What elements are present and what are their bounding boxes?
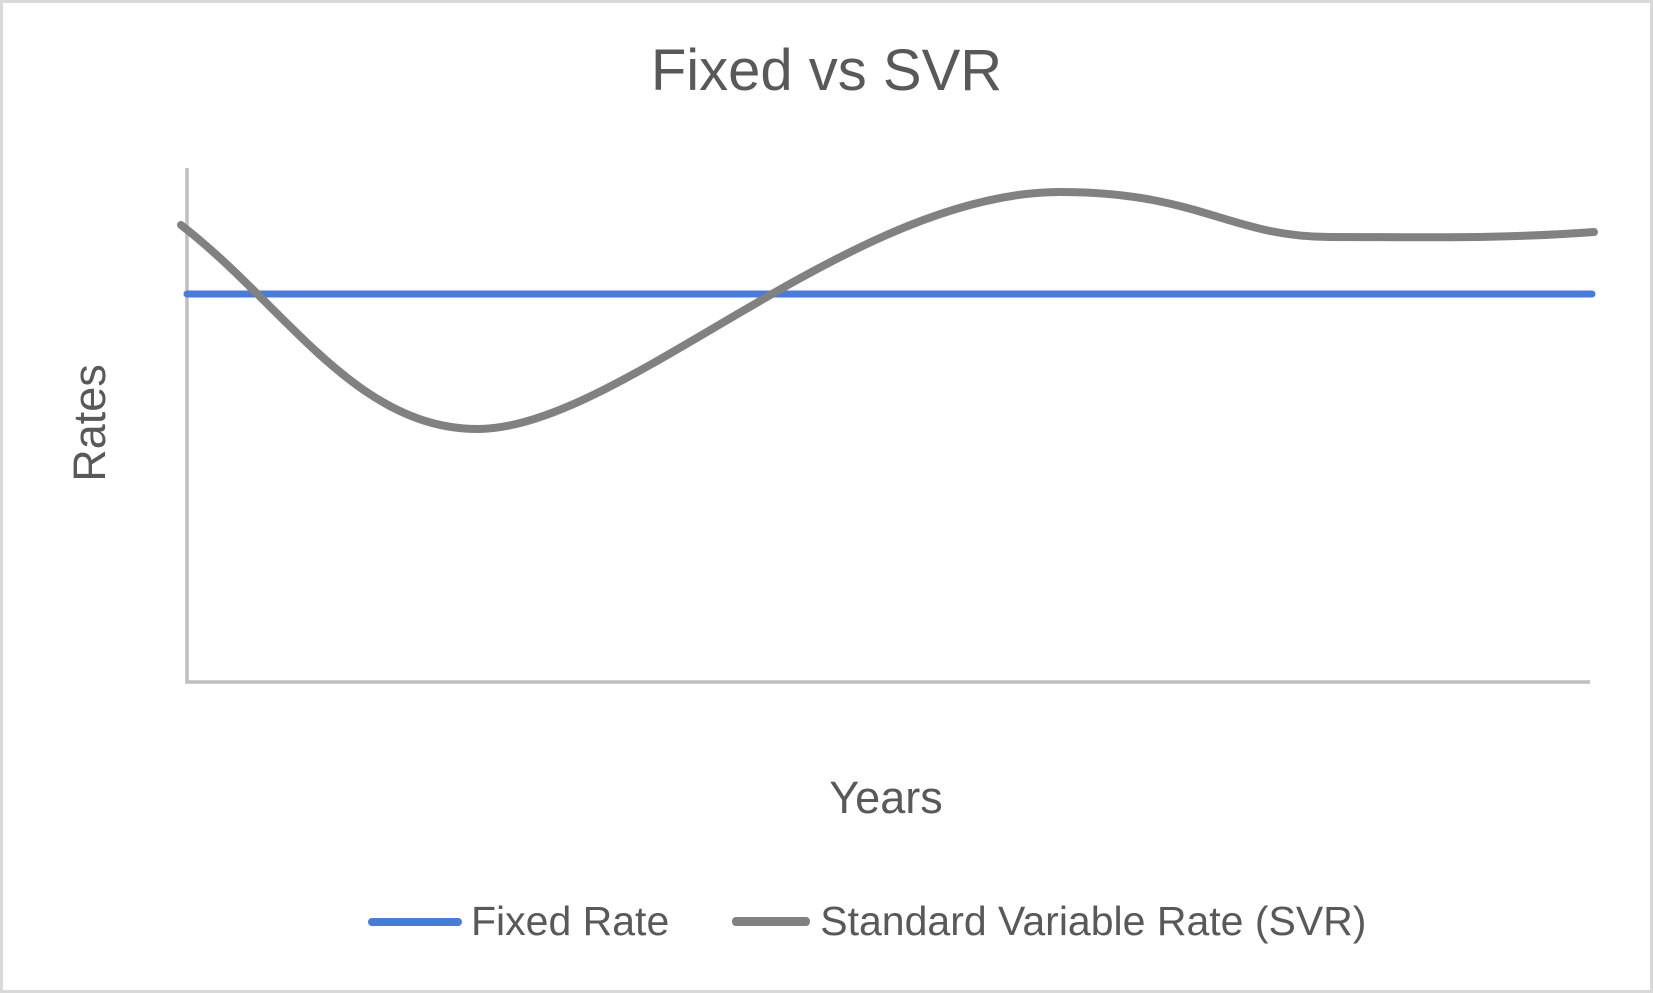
axis-lines — [185, 168, 1590, 684]
svr-legend-swatch — [732, 917, 811, 926]
svr-legend-label: Standard Variable Rate (SVR) — [820, 898, 1367, 944]
svr-line — [177, 188, 1598, 433]
fixed-rate-legend-swatch — [368, 917, 462, 926]
fixed-rate-legend-label: Fixed Rate — [471, 898, 670, 944]
chart-legend: Fixed Rate Standard Variable Rate (SVR) — [368, 898, 1366, 945]
x-axis-title: Years — [829, 772, 943, 823]
chart-title: Fixed vs SVR — [650, 38, 1003, 103]
y-axis-title: Rates — [64, 364, 115, 482]
